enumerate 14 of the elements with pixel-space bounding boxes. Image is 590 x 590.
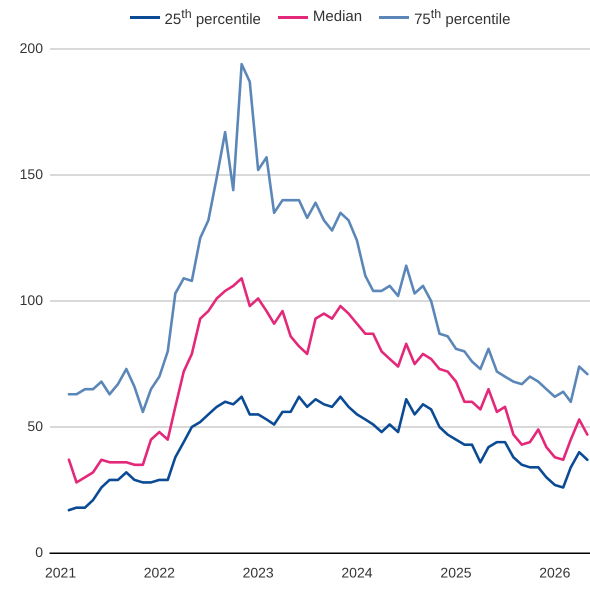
x-tick-label: 2024 [341,564,373,580]
y-tick-label: 0 [35,544,44,560]
y-tick-label: 150 [20,166,44,182]
y-tick-label: 200 [20,40,44,56]
x-tick-label: 2025 [440,564,472,580]
x-tick-label: 2026 [539,564,571,580]
x-tick-label: 2023 [242,564,274,580]
y-tick-label: 50 [27,418,44,434]
legend-label: 75$^{th}$ percentile [414,6,510,29]
legend-label: Median [312,8,362,26]
x-tick-label: 2022 [144,564,176,580]
x-tick-label: 2021 [44,564,76,580]
y-tick-label: 100 [20,292,44,308]
legend-label: 25$^{th}$ percentile [164,6,261,29]
